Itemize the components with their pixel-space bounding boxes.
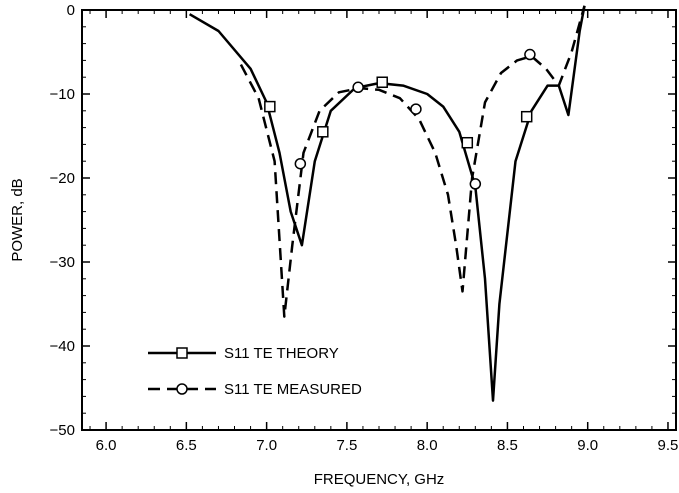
x-tick-label: 8.5 [497,437,518,454]
series-layer [188,5,586,402]
legend-label-measured: S11 TE MEASURED [224,381,362,398]
y-tick-label: −20 [50,170,75,187]
y-tick-label: −40 [50,338,75,355]
y-tick-label: −30 [50,254,75,271]
data-point-circle [524,48,536,61]
data-point-circle [294,157,307,170]
series-line-theory [188,5,586,402]
data-point-circle [352,81,364,94]
data-point-square [376,76,388,88]
x-tick-label: 9.0 [577,437,598,454]
y-tick-label: 0 [67,2,75,19]
legend-marker-circle [176,383,188,395]
series-line-measured [239,5,586,318]
data-point-square [520,110,533,123]
x-tick-label: 7.0 [256,437,277,454]
legend-label-theory: S11 TE THEORY [224,345,339,362]
legend-marker-square [176,347,188,359]
y-tick-label: −10 [50,86,75,103]
data-point-circle [410,103,422,115]
x-tick-label: 6.0 [96,437,117,454]
data-point-circle [469,178,482,190]
ticks-layer: 6.0 6.5 7.0 7.5 8.0 8.5 9.0 9.5 0 −10 −20 −30 −40 −50 [50,2,679,454]
x-tick-label: 9.5 [658,437,679,454]
data-point-square [264,100,276,113]
data-point-square [461,136,474,149]
y-tick-label: −50 [50,422,75,439]
y-axis-title: POWER, dB [9,178,26,261]
legend: S11 TE THEORY S11 TE MEASURED [148,345,362,398]
x-tick-label: 8.0 [417,437,438,454]
legend-item-measured: S11 TE MEASURED [148,381,362,398]
x-tick-label: 6.5 [176,437,197,454]
data-point-square [317,126,329,138]
x-axis-title: FREQUENCY, GHz [314,471,445,488]
plot-frame [81,9,677,431]
x-tick-label: 7.5 [336,437,357,454]
legend-item-theory: S11 TE THEORY [148,345,339,362]
